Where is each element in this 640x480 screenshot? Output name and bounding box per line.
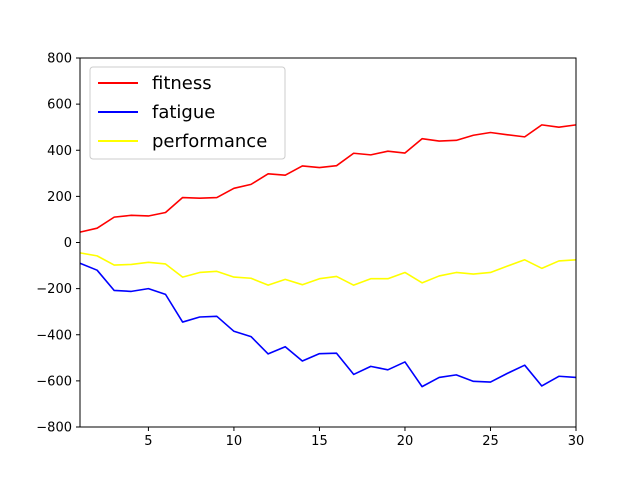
y-tick-label: 600 <box>47 98 72 113</box>
series-line-fatigue <box>79 262 577 388</box>
x-tick-label: 5 <box>144 434 152 449</box>
y-tick-label: 800 <box>47 52 72 67</box>
y-tick-label: −200 <box>36 282 72 297</box>
x-tick-label: 20 <box>397 434 414 449</box>
series-line-fitness <box>79 124 577 233</box>
legend-box <box>89 66 286 160</box>
series-line-performance <box>79 252 577 286</box>
axes-layer: 5 10 15 20 25 30 −800 −600 −400 −200 0 200 400 600 800 <box>36 52 584 450</box>
legend-label-fatigue: fatigue <box>152 102 215 123</box>
series-layer <box>79 124 577 388</box>
x-tick-label: 30 <box>568 434 585 449</box>
legend-label-performance: performance <box>152 131 267 152</box>
legend: fitness fatigue performance <box>89 66 286 160</box>
y-tick-label: −600 <box>36 374 72 389</box>
x-tick-label: 15 <box>311 434 328 449</box>
y-tick-label: 200 <box>47 190 72 205</box>
x-tick-label: 10 <box>226 434 243 449</box>
y-tick-label: −800 <box>36 421 72 436</box>
x-tick-label: 25 <box>482 434 499 449</box>
y-tick-label: −400 <box>36 328 72 343</box>
legend-label-fitness: fitness <box>152 73 212 94</box>
y-tick-label: 400 <box>47 144 72 159</box>
y-tick-label: 0 <box>64 236 72 251</box>
